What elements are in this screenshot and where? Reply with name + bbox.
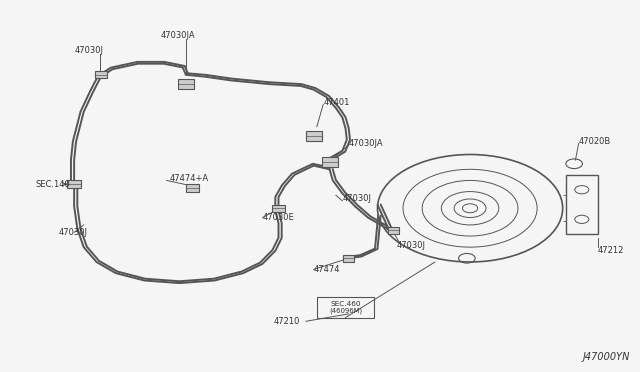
Text: SEC.460: SEC.460 bbox=[330, 301, 361, 307]
Bar bbox=[388, 227, 399, 234]
Bar bbox=[343, 255, 355, 262]
Text: 47474+A: 47474+A bbox=[170, 174, 209, 183]
Bar bbox=[95, 71, 107, 78]
Text: 47401: 47401 bbox=[323, 98, 349, 107]
Bar bbox=[306, 131, 321, 141]
Bar bbox=[321, 157, 337, 167]
Text: 47030JA: 47030JA bbox=[349, 139, 383, 148]
Bar bbox=[272, 205, 285, 212]
Text: 47212: 47212 bbox=[598, 246, 624, 255]
Bar bbox=[566, 175, 598, 234]
Text: 47030JA: 47030JA bbox=[161, 31, 196, 41]
Bar bbox=[178, 80, 194, 89]
Text: 47210: 47210 bbox=[273, 317, 300, 326]
Text: 47030J: 47030J bbox=[342, 195, 371, 203]
Bar bbox=[67, 180, 81, 188]
Text: J47000YN: J47000YN bbox=[582, 352, 630, 362]
Text: 47030J: 47030J bbox=[58, 228, 87, 237]
Text: 47020B: 47020B bbox=[579, 137, 611, 146]
Bar bbox=[186, 184, 198, 192]
Text: 47030E: 47030E bbox=[262, 213, 294, 222]
Text: 47474: 47474 bbox=[314, 265, 340, 274]
Bar bbox=[317, 297, 374, 318]
Text: SEC.140: SEC.140 bbox=[36, 180, 70, 189]
Text: 47030J: 47030J bbox=[74, 46, 103, 55]
Text: (46096M): (46096M) bbox=[329, 308, 362, 314]
Text: 47030J: 47030J bbox=[397, 241, 426, 250]
